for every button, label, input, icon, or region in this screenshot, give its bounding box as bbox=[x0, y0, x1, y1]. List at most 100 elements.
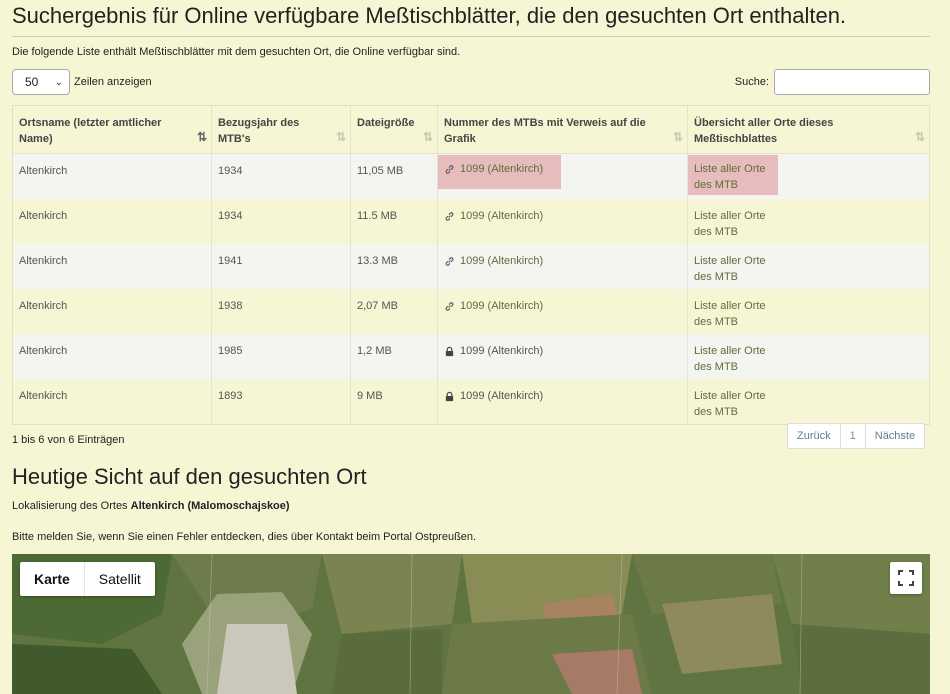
cell-groesse: 11.5 MB bbox=[350, 199, 438, 244]
location-name: Altenkirch (Malomoschajskoe) bbox=[130, 500, 290, 512]
column-header-label: Dateigröße bbox=[357, 117, 415, 129]
table-info: 1 bis 6 von 6 Einträgen bbox=[12, 434, 125, 446]
satellite-map[interactable]: Karte Satellit bbox=[12, 554, 930, 694]
page-length-select[interactable]: 50 ⌄ bbox=[12, 69, 70, 95]
mtb-link-label: 1099 (Altenkirch) bbox=[460, 300, 544, 312]
column-header-bezugsjahr[interactable]: Bezugsjahr des MTB's ⇅ bbox=[211, 105, 351, 154]
link-icon bbox=[445, 211, 454, 221]
cell-liste: Liste aller Orte des MTB bbox=[687, 334, 930, 379]
list-all-places-link[interactable]: Liste aller Orte des MTB bbox=[694, 163, 766, 191]
cell-mtb: 1099 (Altenkirch) bbox=[437, 334, 688, 379]
lock-icon bbox=[445, 391, 454, 401]
table-row: Altenkirch 1934 11,05 MB 1099 (Altenkirc… bbox=[12, 153, 930, 199]
intro-text: Die folgende Liste enthält Meßtischblätt… bbox=[12, 46, 461, 58]
pagination-prev-button[interactable]: Zurück bbox=[797, 430, 831, 442]
cell-mtb: 1099 (Altenkirch) bbox=[437, 244, 688, 289]
cell-jahr: 1893 bbox=[211, 379, 351, 425]
mtb-link-label: 1099 (Altenkirch) bbox=[460, 255, 544, 267]
mtb-link-label: 1099 (Altenkirch) bbox=[460, 210, 544, 222]
link-icon bbox=[445, 256, 454, 266]
pagination-page-button[interactable]: 1 bbox=[839, 424, 865, 448]
link-icon bbox=[445, 164, 454, 174]
sort-icon: ⇅ bbox=[335, 130, 346, 144]
chevron-down-icon: ⌄ bbox=[54, 76, 63, 88]
cell-jahr: 1985 bbox=[211, 334, 351, 379]
search-control: Suche: bbox=[735, 69, 930, 95]
cell-liste: Liste aller Orte des MTB bbox=[687, 199, 930, 244]
list-all-places-link[interactable]: Liste aller Orte des MTB bbox=[694, 390, 766, 418]
sort-icon: ⇅ bbox=[422, 130, 433, 144]
cell-jahr: 1941 bbox=[211, 244, 351, 289]
column-header-mtb-nummer[interactable]: Nummer des MTBs mit Verweis auf die Graf… bbox=[437, 105, 688, 154]
mtb-label: 1099 (Altenkirch) bbox=[460, 390, 544, 402]
table-header-row: Ortsname (letzter amtlicher Name) ⇅ Bezug… bbox=[12, 105, 930, 154]
title-divider bbox=[12, 36, 930, 37]
column-header-label: Übersicht aller Orte dieses Meßtischblat… bbox=[694, 117, 834, 145]
map-imagery bbox=[12, 554, 930, 694]
mtb-link[interactable]: 1099 (Altenkirch) bbox=[444, 208, 543, 224]
mtb-link[interactable]: 1099 (Altenkirch) bbox=[444, 253, 543, 269]
results-table: Ortsname (letzter amtlicher Name) ⇅ Bezug… bbox=[12, 105, 930, 425]
column-header-label: Ortsname (letzter amtlicher Name) bbox=[19, 117, 162, 145]
lock-icon bbox=[445, 346, 454, 356]
cell-groesse: 13.3 MB bbox=[350, 244, 438, 289]
cell-liste: Liste aller Orte des MTB bbox=[687, 244, 930, 289]
column-header-dateigroesse[interactable]: Dateigröße ⇅ bbox=[350, 105, 438, 154]
location-text: Lokalisierung des Ortes Altenkirch (Malo… bbox=[12, 500, 290, 512]
page-length-control: 50 ⌄ Zeilen anzeigen bbox=[12, 69, 152, 95]
cell-jahr: 1934 bbox=[211, 199, 351, 244]
map-type-control: Karte Satellit bbox=[20, 562, 155, 596]
sort-icon: ⇅ bbox=[672, 130, 683, 144]
cell-ortsname: Altenkirch bbox=[12, 153, 212, 199]
pagination-next-button[interactable]: Nächste bbox=[864, 424, 924, 448]
cell-groesse: 2,07 MB bbox=[350, 289, 438, 334]
link-icon bbox=[445, 301, 454, 311]
section-title: Heutige Sicht auf den gesuchten Ort bbox=[12, 464, 367, 489]
cell-ortsname: Altenkirch bbox=[12, 379, 212, 425]
cell-liste: Liste aller Orte des MTB bbox=[687, 379, 930, 425]
location-prefix: Lokalisierung des Ortes bbox=[12, 500, 128, 512]
column-header-label: Nummer des MTBs mit Verweis auf die Graf… bbox=[444, 117, 646, 145]
sort-icon: ⇅ bbox=[914, 130, 925, 144]
sort-icon: ⇅ bbox=[196, 130, 207, 144]
cell-mtb: 1099 (Altenkirch) bbox=[437, 153, 688, 199]
mtb-label: 1099 (Altenkirch) bbox=[460, 345, 544, 357]
table-row: Altenkirch 1985 1,2 MB 1099 (Altenkirch)… bbox=[12, 334, 930, 379]
mtb-locked: 1099 (Altenkirch) bbox=[444, 343, 543, 359]
cell-jahr: 1938 bbox=[211, 289, 351, 334]
pagination: Zurück 1 Nächste bbox=[787, 423, 926, 449]
cell-ortsname: Altenkirch bbox=[12, 199, 212, 244]
map-type-satellit-button[interactable]: Satellit bbox=[83, 562, 155, 596]
cell-liste: Liste aller Orte des MTB bbox=[687, 153, 930, 199]
page-length-value: 50 bbox=[25, 75, 39, 89]
cell-mtb: 1099 (Altenkirch) bbox=[437, 289, 688, 334]
search-input[interactable] bbox=[774, 69, 930, 95]
table-row: Altenkirch 1893 9 MB 1099 (Altenkirch) L… bbox=[12, 379, 930, 425]
cell-groesse: 11,05 MB bbox=[350, 153, 438, 199]
cell-mtb: 1099 (Altenkirch) bbox=[437, 199, 688, 244]
column-header-ortsname[interactable]: Ortsname (letzter amtlicher Name) ⇅ bbox=[12, 105, 212, 154]
table-row: Altenkirch 1941 13.3 MB 1099 (Altenkirch… bbox=[12, 244, 930, 289]
cell-mtb: 1099 (Altenkirch) bbox=[437, 379, 688, 425]
map-type-karte-button[interactable]: Karte bbox=[34, 571, 70, 587]
column-header-label: Bezugsjahr des MTB's bbox=[218, 117, 300, 145]
cell-liste: Liste aller Orte des MTB bbox=[687, 289, 930, 334]
cell-groesse: 1,2 MB bbox=[350, 334, 438, 379]
cell-jahr: 1934 bbox=[211, 153, 351, 199]
page-length-label: Zeilen anzeigen bbox=[74, 76, 152, 88]
list-all-places-link[interactable]: Liste aller Orte des MTB bbox=[694, 345, 766, 373]
search-label: Suche: bbox=[734, 76, 769, 88]
table-row: Altenkirch 1934 11.5 MB 1099 (Altenkirch… bbox=[12, 199, 930, 244]
column-header-uebersicht[interactable]: Übersicht aller Orte dieses Meßtischblat… bbox=[687, 105, 930, 154]
list-all-places-link[interactable]: Liste aller Orte des MTB bbox=[694, 255, 766, 283]
report-text: Bitte melden Sie, wenn Sie einen Fehler … bbox=[12, 531, 477, 543]
mtb-locked: 1099 (Altenkirch) bbox=[444, 388, 543, 404]
cell-ortsname: Altenkirch bbox=[12, 289, 212, 334]
mtb-link[interactable]: 1099 (Altenkirch) bbox=[444, 161, 543, 177]
fullscreen-button[interactable] bbox=[890, 562, 922, 594]
list-all-places-link[interactable]: Liste aller Orte des MTB bbox=[694, 210, 766, 238]
cell-ortsname: Altenkirch bbox=[12, 334, 212, 379]
mtb-link[interactable]: 1099 (Altenkirch) bbox=[444, 298, 543, 314]
mtb-link-label: 1099 (Altenkirch) bbox=[460, 163, 544, 175]
list-all-places-link[interactable]: Liste aller Orte des MTB bbox=[694, 300, 766, 328]
